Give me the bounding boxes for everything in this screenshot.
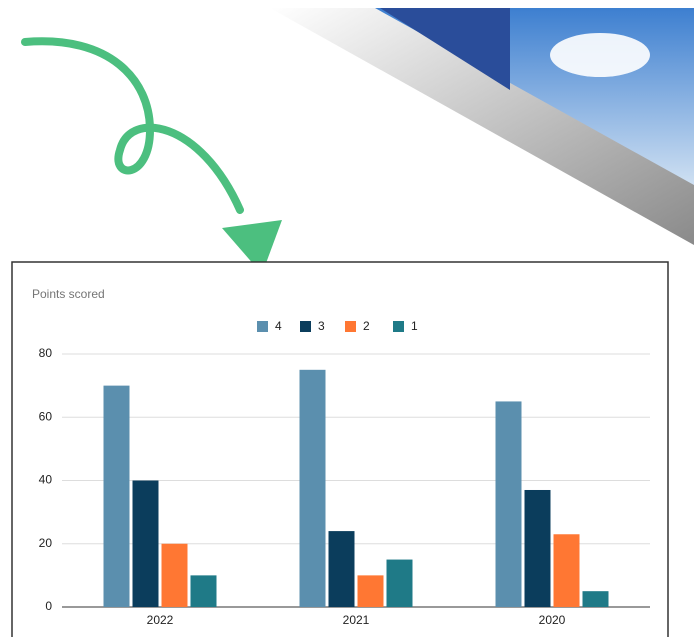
legend-swatch [257, 321, 268, 332]
y-tick-label: 60 [39, 409, 53, 423]
bar [103, 385, 130, 607]
bar [132, 480, 159, 607]
legend-label: 1 [411, 319, 418, 333]
bar [524, 489, 551, 607]
bar [299, 369, 326, 607]
bar [161, 543, 188, 607]
y-tick-label: 40 [39, 473, 53, 487]
bar [190, 575, 217, 607]
legend-label: 3 [318, 319, 325, 333]
legend-swatch [345, 321, 356, 332]
annotation-arrow [21, 37, 244, 214]
bar [553, 534, 580, 607]
bar [328, 531, 355, 607]
bar [357, 575, 384, 607]
y-tick-label: 20 [39, 536, 53, 550]
x-tick-label: 2022 [147, 613, 174, 627]
legend-label: 2 [363, 319, 370, 333]
bar [495, 401, 522, 607]
annotation-arrowhead [222, 220, 282, 274]
photo-building [380, 8, 510, 90]
legend-swatch [300, 321, 311, 332]
y-tick-label: 0 [45, 599, 52, 613]
bar [582, 591, 609, 607]
photo-cloud [550, 33, 650, 77]
x-tick-label: 2020 [539, 613, 566, 627]
x-tick-label: 2021 [343, 613, 370, 627]
bar [386, 559, 413, 607]
legend-swatch [393, 321, 404, 332]
y-tick-label: 80 [39, 346, 53, 360]
chart-title: Points scored [32, 287, 105, 301]
legend-label: 4 [275, 319, 282, 333]
